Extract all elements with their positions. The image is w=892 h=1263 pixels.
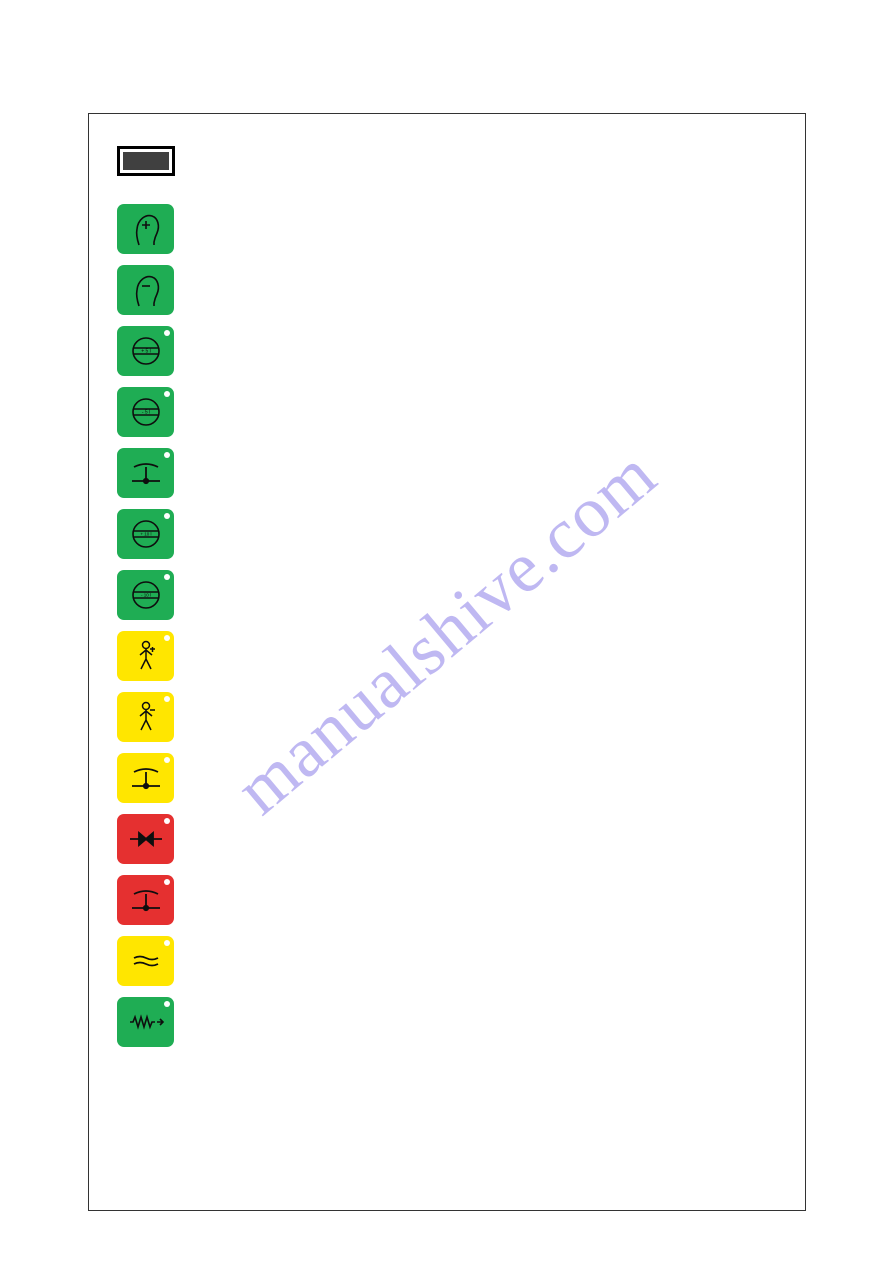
- vent-yellow-icon: [117, 753, 174, 803]
- lcd-inner: [123, 152, 169, 170]
- helmet-minus-10l-icon: - 10 l: [117, 570, 174, 620]
- helmet-plus-10l-icon: + 10 l: [117, 509, 174, 559]
- vent-green-icon: [117, 448, 174, 498]
- head-minus-icon: [117, 265, 174, 315]
- helmet-plus-5l-icon: + 5 l: [117, 326, 174, 376]
- person-plus-icon: [117, 631, 174, 681]
- helmet-label: - 5 l: [141, 410, 149, 416]
- helmet-label: + 5 l: [141, 349, 151, 355]
- spring-extend-icon: [117, 997, 174, 1047]
- head-plus-icon: [117, 204, 174, 254]
- page-frame: + 5 l - 5 l + 10 l - 10 l: [88, 113, 806, 1211]
- icon-list: + 5 l - 5 l + 10 l - 10 l: [117, 204, 777, 1047]
- person-minus-icon: [117, 692, 174, 742]
- valve-red-icon: [117, 814, 174, 864]
- lcd-display: [117, 146, 175, 176]
- wave-lines-icon: [117, 936, 174, 986]
- helmet-label: + 10 l: [140, 532, 151, 537]
- helmet-label: - 10 l: [140, 593, 150, 598]
- helmet-minus-5l-icon: - 5 l: [117, 387, 174, 437]
- vent-red-icon: [117, 875, 174, 925]
